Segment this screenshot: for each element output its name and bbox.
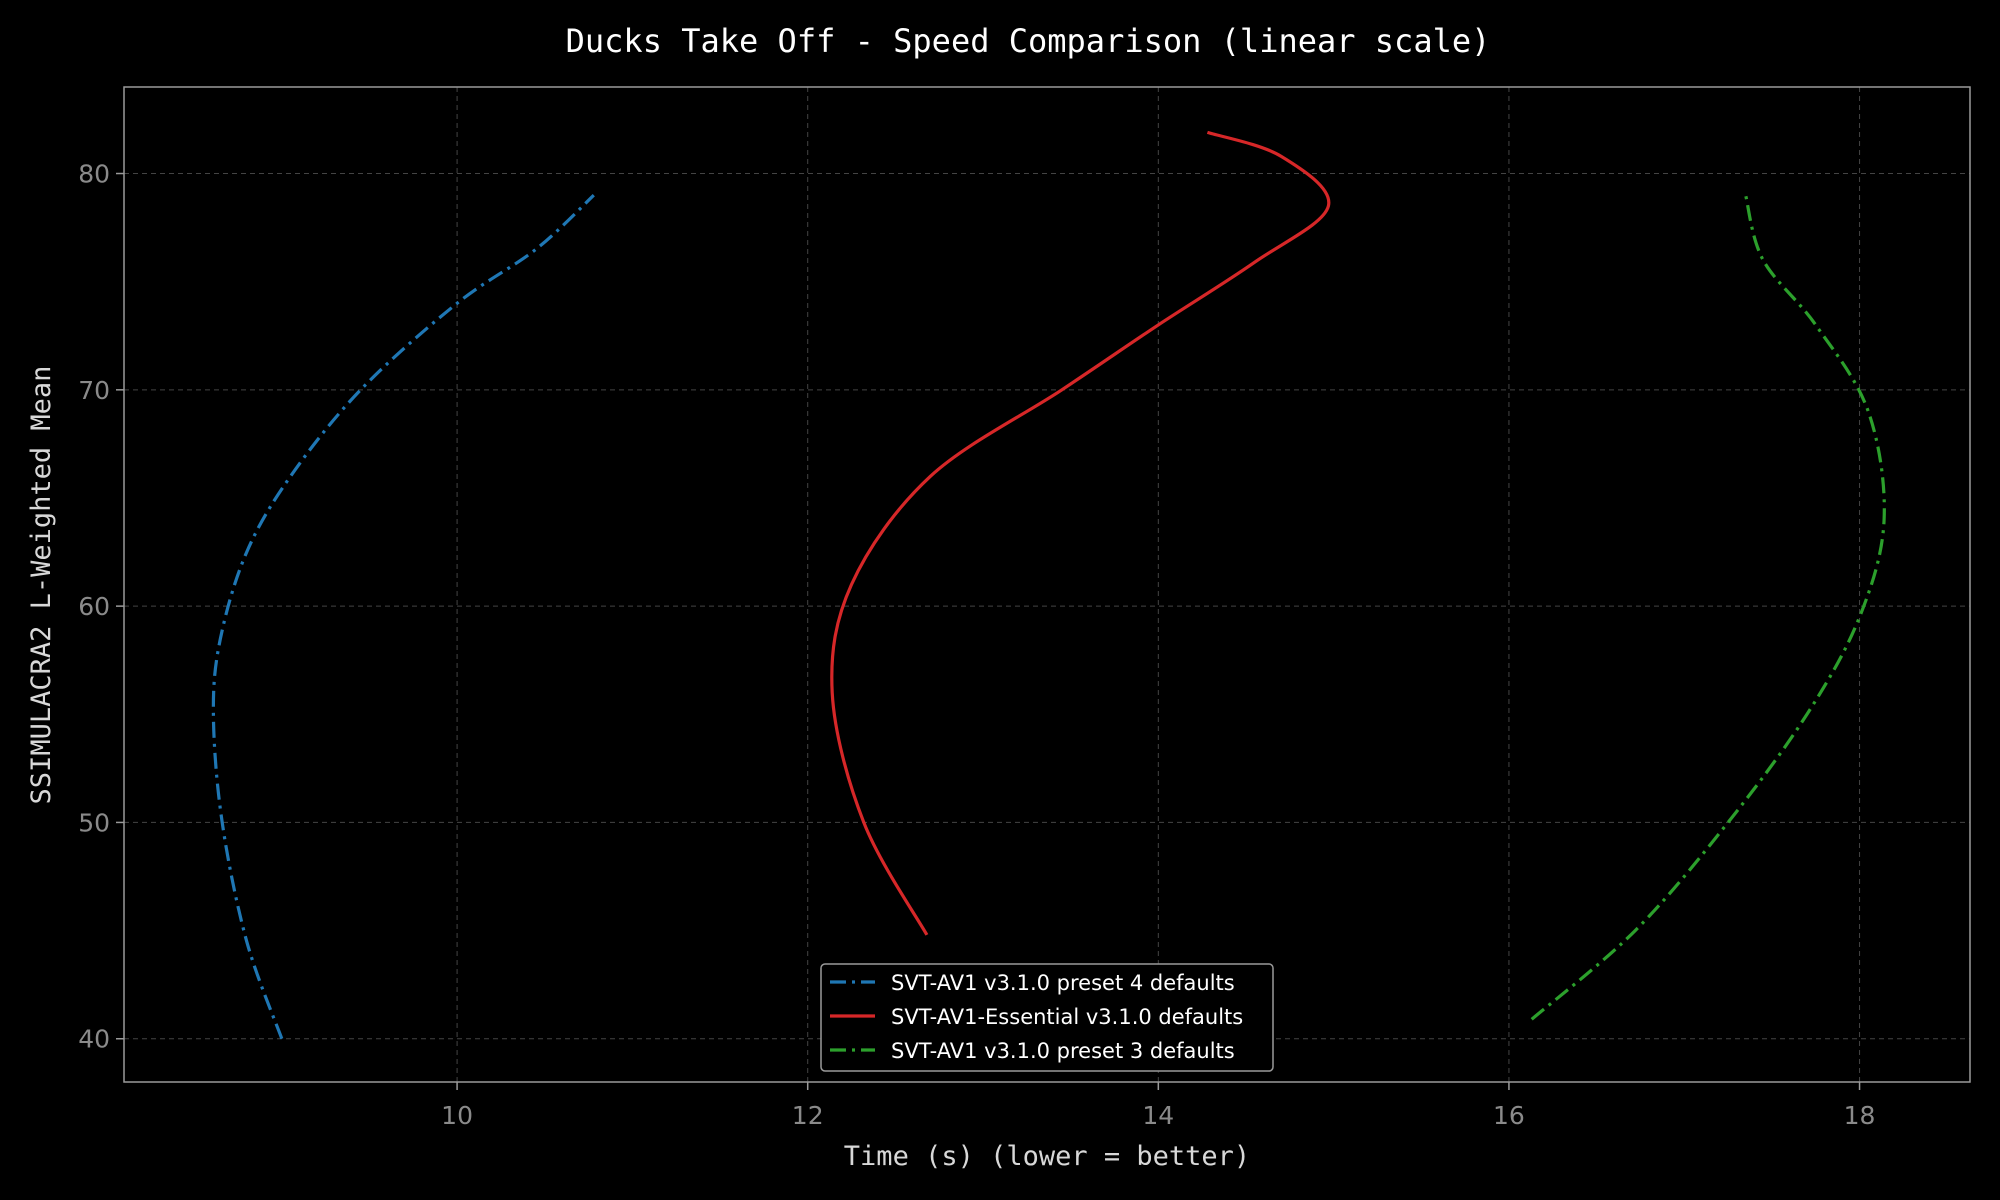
y-axis-label: SSIMULACRA2 L-Weighted Mean: [26, 366, 57, 805]
legend: SVT-AV1 v3.1.0 preset 4 defaults SVT-AV1-…: [820, 963, 1274, 1072]
y-tick-label: 60: [78, 592, 110, 621]
series-layer: [211, 130, 1886, 1040]
series-line-3: [1530, 194, 1886, 1021]
legend-box: [820, 963, 1274, 1072]
y-tick-label: 80: [78, 160, 110, 189]
legend-label-3: SVT-AV1 v3.1.0 preset 3 defaults: [891, 1039, 1235, 1063]
y-tick-label: 40: [78, 1025, 110, 1054]
x-tick-label: 16: [1493, 1101, 1525, 1130]
tick-layer: 10 12 14 16 18 40 50 60 70 80: [78, 160, 1875, 1130]
x-axis-label: Time (s) (lower = better): [844, 1141, 1250, 1172]
y-tick-label: 70: [78, 376, 110, 405]
chart-title: Ducks Take Off - Speed Comparison (linea…: [566, 22, 1491, 60]
legend-entries: SVT-AV1 v3.1.0 preset 4 defaults SVT-AV1-…: [830, 971, 1243, 1063]
series-line-2: [830, 130, 1331, 936]
y-tick-label: 50: [78, 808, 110, 837]
legend-label-1: SVT-AV1 v3.1.0 preset 4 defaults: [891, 971, 1235, 995]
x-tick-label: 14: [1142, 1101, 1174, 1130]
series-line-1: [211, 194, 595, 1040]
legend-label-2: SVT-AV1-Essential v3.1.0 defaults: [891, 1005, 1243, 1029]
x-tick-label: 12: [792, 1101, 824, 1130]
x-tick-label: 10: [441, 1101, 473, 1130]
plot-area-frame: [123, 86, 1971, 1083]
x-tick-label: 18: [1844, 1101, 1876, 1130]
